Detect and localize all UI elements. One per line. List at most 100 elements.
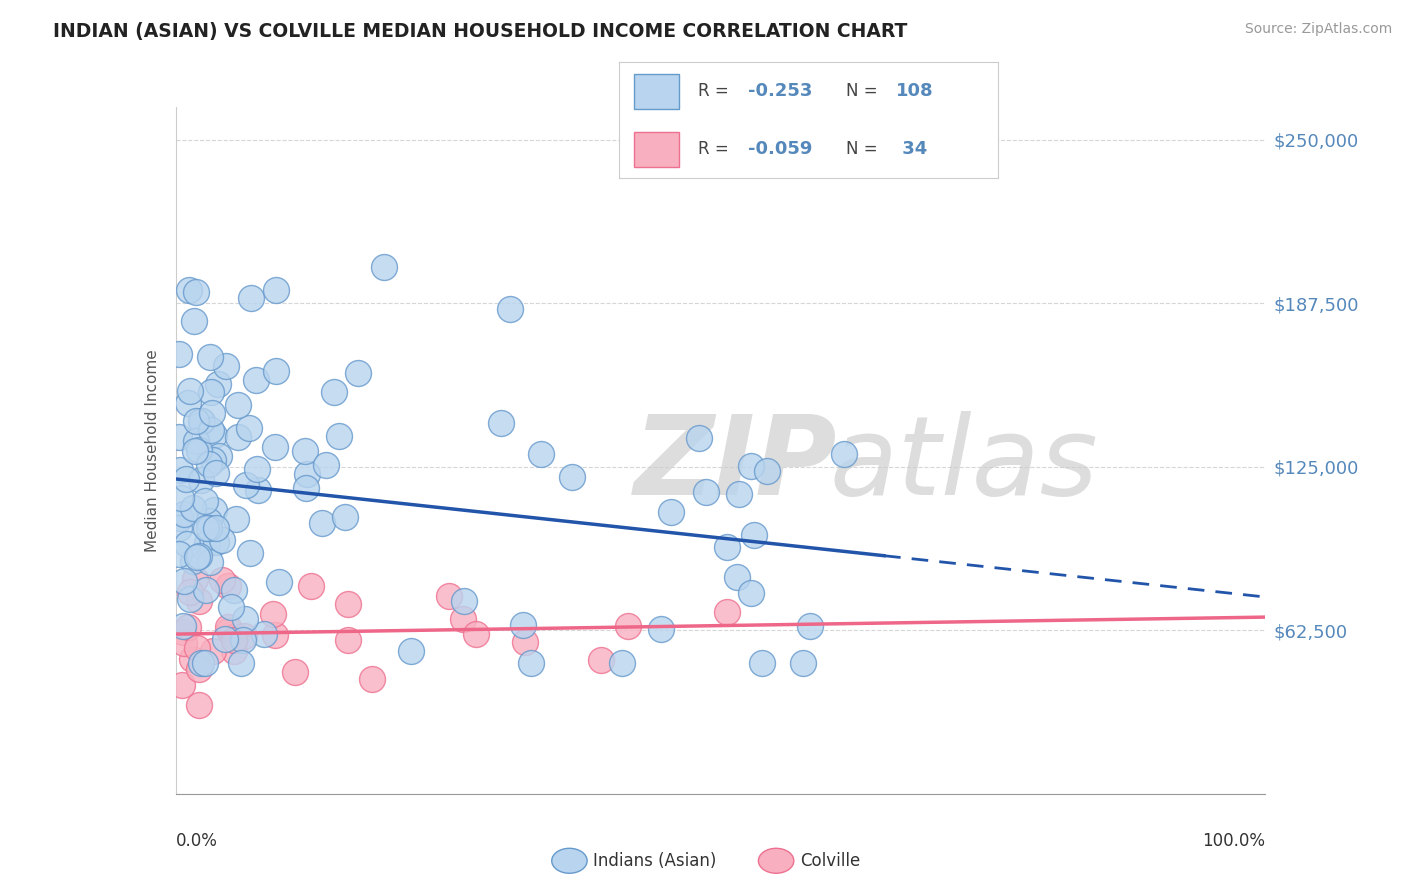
Text: atlas: atlas: [830, 410, 1098, 517]
Point: [198, 457, 221, 471]
Point: [190, 414, 212, 428]
Point: [728, 487, 751, 501]
Point: [202, 503, 225, 517]
Point: [169, 521, 191, 535]
Point: [530, 447, 553, 461]
Text: N =: N =: [846, 140, 883, 159]
Point: [208, 449, 231, 463]
Point: [201, 644, 224, 658]
Point: [299, 579, 322, 593]
Point: [184, 285, 207, 299]
Point: [174, 472, 197, 486]
Point: [197, 521, 219, 535]
Point: [439, 589, 461, 603]
Point: [520, 656, 543, 670]
Text: 108: 108: [896, 82, 934, 101]
Point: [219, 600, 242, 615]
Point: [191, 414, 214, 428]
Point: [167, 547, 190, 561]
Point: [186, 641, 208, 656]
Point: [167, 347, 190, 361]
Point: [399, 644, 422, 658]
Point: [284, 665, 307, 680]
Point: [200, 384, 222, 399]
Point: [167, 430, 190, 444]
Point: [202, 427, 225, 442]
Text: -0.059: -0.059: [748, 140, 813, 159]
Point: [616, 619, 638, 633]
Ellipse shape: [551, 848, 588, 873]
Point: [228, 398, 250, 412]
Point: [263, 628, 285, 642]
Point: [322, 384, 344, 399]
Point: [173, 574, 195, 588]
Point: [515, 635, 537, 649]
Point: [187, 549, 209, 564]
Point: [205, 521, 228, 535]
Point: [211, 533, 233, 547]
Point: [177, 283, 200, 297]
Point: [240, 291, 263, 305]
Text: R =: R =: [699, 140, 734, 159]
Text: Colville: Colville: [800, 852, 860, 870]
Text: 0.0%: 0.0%: [176, 831, 218, 850]
Point: [232, 629, 254, 643]
Point: [226, 430, 249, 444]
Point: [173, 507, 195, 521]
Point: [499, 301, 522, 316]
Point: [688, 431, 710, 445]
Point: [194, 494, 217, 508]
Point: [218, 623, 240, 637]
Text: N =: N =: [846, 82, 883, 101]
Point: [373, 260, 395, 274]
Text: Indians (Asian): Indians (Asian): [593, 852, 717, 870]
Point: [561, 469, 583, 483]
Ellipse shape: [758, 848, 794, 873]
Point: [232, 632, 254, 647]
Point: [195, 536, 218, 550]
Point: [347, 366, 370, 380]
Point: [183, 573, 205, 587]
Point: [222, 632, 245, 647]
Point: [217, 578, 239, 592]
Point: [295, 467, 318, 481]
Point: [184, 443, 207, 458]
Point: [453, 594, 475, 608]
Point: [756, 464, 779, 478]
Point: [176, 537, 198, 551]
Point: [229, 656, 252, 670]
Point: [179, 384, 201, 398]
Point: [207, 376, 229, 391]
Point: [491, 417, 513, 431]
Point: [361, 672, 384, 686]
Point: [235, 478, 257, 492]
Point: [177, 620, 200, 634]
Point: [716, 605, 738, 619]
Point: [650, 622, 672, 636]
Point: [183, 501, 205, 516]
Point: [245, 373, 267, 387]
Point: [264, 440, 287, 454]
Point: [194, 521, 217, 535]
Point: [224, 583, 246, 598]
Point: [198, 555, 221, 569]
Point: [740, 458, 762, 473]
Point: [173, 636, 195, 650]
Text: ZIP: ZIP: [633, 410, 837, 517]
Point: [742, 528, 765, 542]
Point: [799, 619, 821, 633]
Point: [465, 626, 488, 640]
Point: [190, 656, 212, 670]
Point: [792, 656, 814, 670]
Point: [661, 505, 683, 519]
Point: [200, 423, 222, 437]
Point: [194, 656, 217, 670]
Point: [238, 546, 260, 560]
Point: [315, 458, 337, 472]
Point: [224, 644, 246, 658]
Point: [177, 396, 200, 410]
Point: [172, 618, 194, 632]
Point: [179, 584, 201, 599]
Point: [187, 662, 209, 676]
Point: [238, 421, 260, 435]
